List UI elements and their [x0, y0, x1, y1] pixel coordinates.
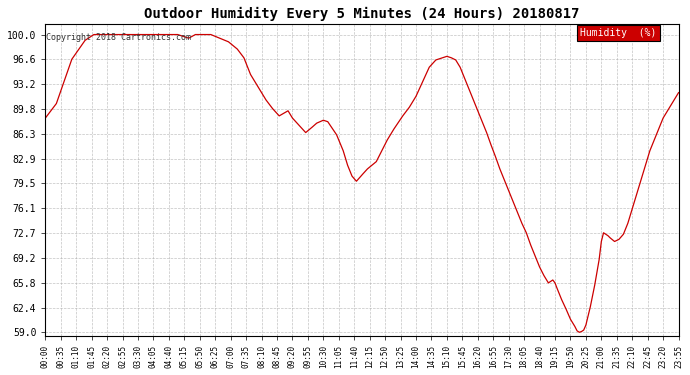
Text: Humidity  (%): Humidity (%) — [580, 28, 657, 38]
Title: Outdoor Humidity Every 5 Minutes (24 Hours) 20180817: Outdoor Humidity Every 5 Minutes (24 Hou… — [144, 7, 580, 21]
Text: Copyright 2018 Cartronics.com: Copyright 2018 Cartronics.com — [46, 33, 191, 42]
